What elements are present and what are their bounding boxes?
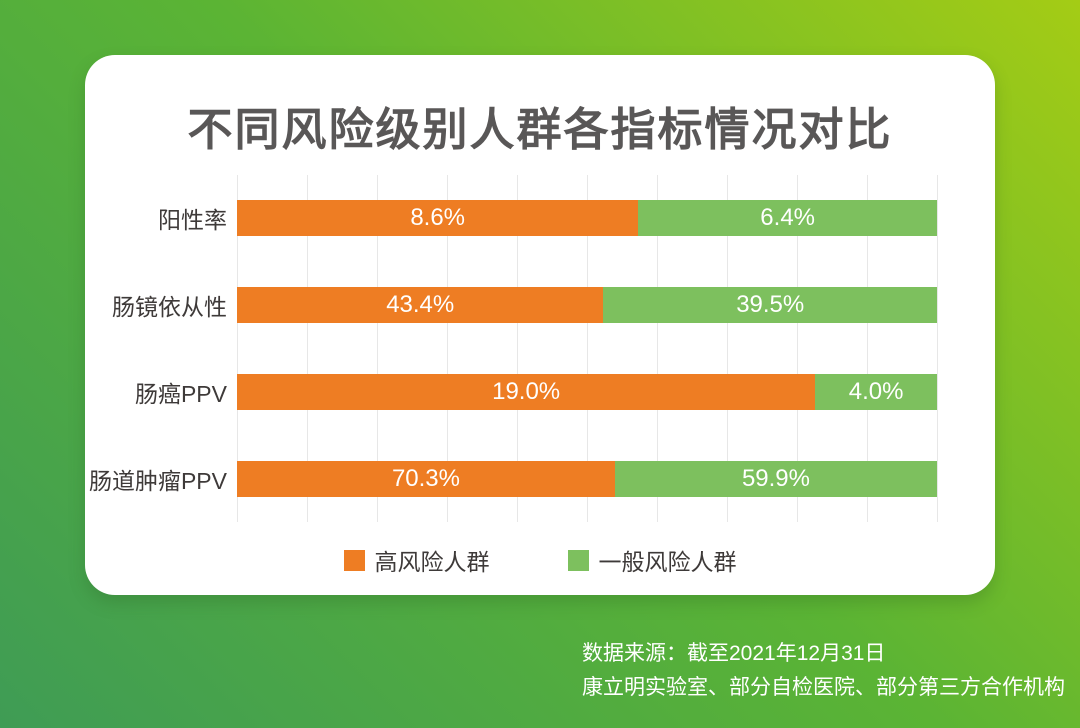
gridline bbox=[727, 175, 728, 522]
data-source-line1: 数据来源：截至2021年12月31日 bbox=[582, 642, 886, 665]
bar-segment: 70.3% bbox=[237, 460, 615, 497]
legend-label: 一般风险人群 bbox=[598, 549, 737, 575]
gridline bbox=[377, 175, 378, 522]
stacked-bar: 70.3% 59.9% bbox=[237, 460, 937, 497]
gridline bbox=[447, 175, 448, 522]
chart-title: 不同风险级别人群各指标情况对比 bbox=[187, 104, 893, 155]
stacked-bar: 43.4% 39.5% bbox=[237, 287, 937, 324]
bar-segment: 19.0% bbox=[237, 373, 816, 410]
gridline bbox=[307, 175, 308, 522]
gridlines bbox=[237, 175, 938, 522]
bar-segment: 39.5% bbox=[603, 287, 937, 324]
legend: 高风险人群 一般风险人群 bbox=[85, 543, 995, 577]
bar-segment: 6.4% bbox=[638, 200, 937, 237]
legend-item: 高风险人群 bbox=[343, 543, 490, 577]
bar-rows: 阳性率 8.6% 6.4% 肠镜依从性 43.4% 39.5% 肠癌PPV 19.0% 4.0%… bbox=[85, 175, 937, 522]
category-label: 肠道肿瘤PPV bbox=[88, 467, 227, 494]
chart-row: 肠癌PPV 19.0% 4.0% bbox=[85, 349, 937, 436]
gridline bbox=[867, 175, 868, 522]
legend-item: 一般风险人群 bbox=[567, 543, 737, 577]
gridline bbox=[657, 175, 658, 522]
category-label: 阳性率 bbox=[158, 207, 227, 234]
chart-area: 阳性率 8.6% 6.4% 肠镜依从性 43.4% 39.5% 肠癌PPV 19.0% 4.0%… bbox=[85, 175, 938, 522]
bar-segment: 8.6% bbox=[237, 200, 639, 237]
stacked-bar: 19.0% 4.0% bbox=[237, 373, 937, 410]
category-label: 肠镜依从性 bbox=[112, 294, 227, 321]
gridline bbox=[797, 175, 798, 522]
chart-card: 不同风险级别人群各指标情况对比 阳性率 8.6% 6.4% 肠镜依从性 43.4% 39.… bbox=[85, 55, 995, 595]
gridline bbox=[587, 175, 588, 522]
gridline bbox=[937, 175, 938, 522]
gridline bbox=[517, 175, 518, 522]
legend-label: 高风险人群 bbox=[374, 549, 490, 575]
gridline bbox=[237, 175, 238, 522]
legend-swatch bbox=[567, 549, 589, 571]
data-source-line2: 康立明实验室、部分自检医院、部分第三方合作机构 bbox=[582, 676, 1065, 699]
chart-row: 肠道肿瘤PPV 70.3% 59.9% bbox=[85, 435, 937, 522]
legend-swatch bbox=[343, 549, 365, 571]
category-label: 肠癌PPV bbox=[134, 380, 227, 407]
stacked-bar: 8.6% 6.4% bbox=[237, 200, 937, 237]
data-source: 数据来源：截至2021年12月31日 康立明实验室、部分自检医院、部分第三方合作… bbox=[582, 637, 1065, 705]
bar-segment: 59.9% bbox=[614, 460, 937, 497]
bar-segment: 4.0% bbox=[815, 373, 937, 410]
chart-row: 阳性率 8.6% 6.4% bbox=[85, 175, 937, 262]
bar-segment: 43.4% bbox=[237, 287, 604, 324]
chart-row: 肠镜依从性 43.4% 39.5% bbox=[85, 262, 937, 349]
